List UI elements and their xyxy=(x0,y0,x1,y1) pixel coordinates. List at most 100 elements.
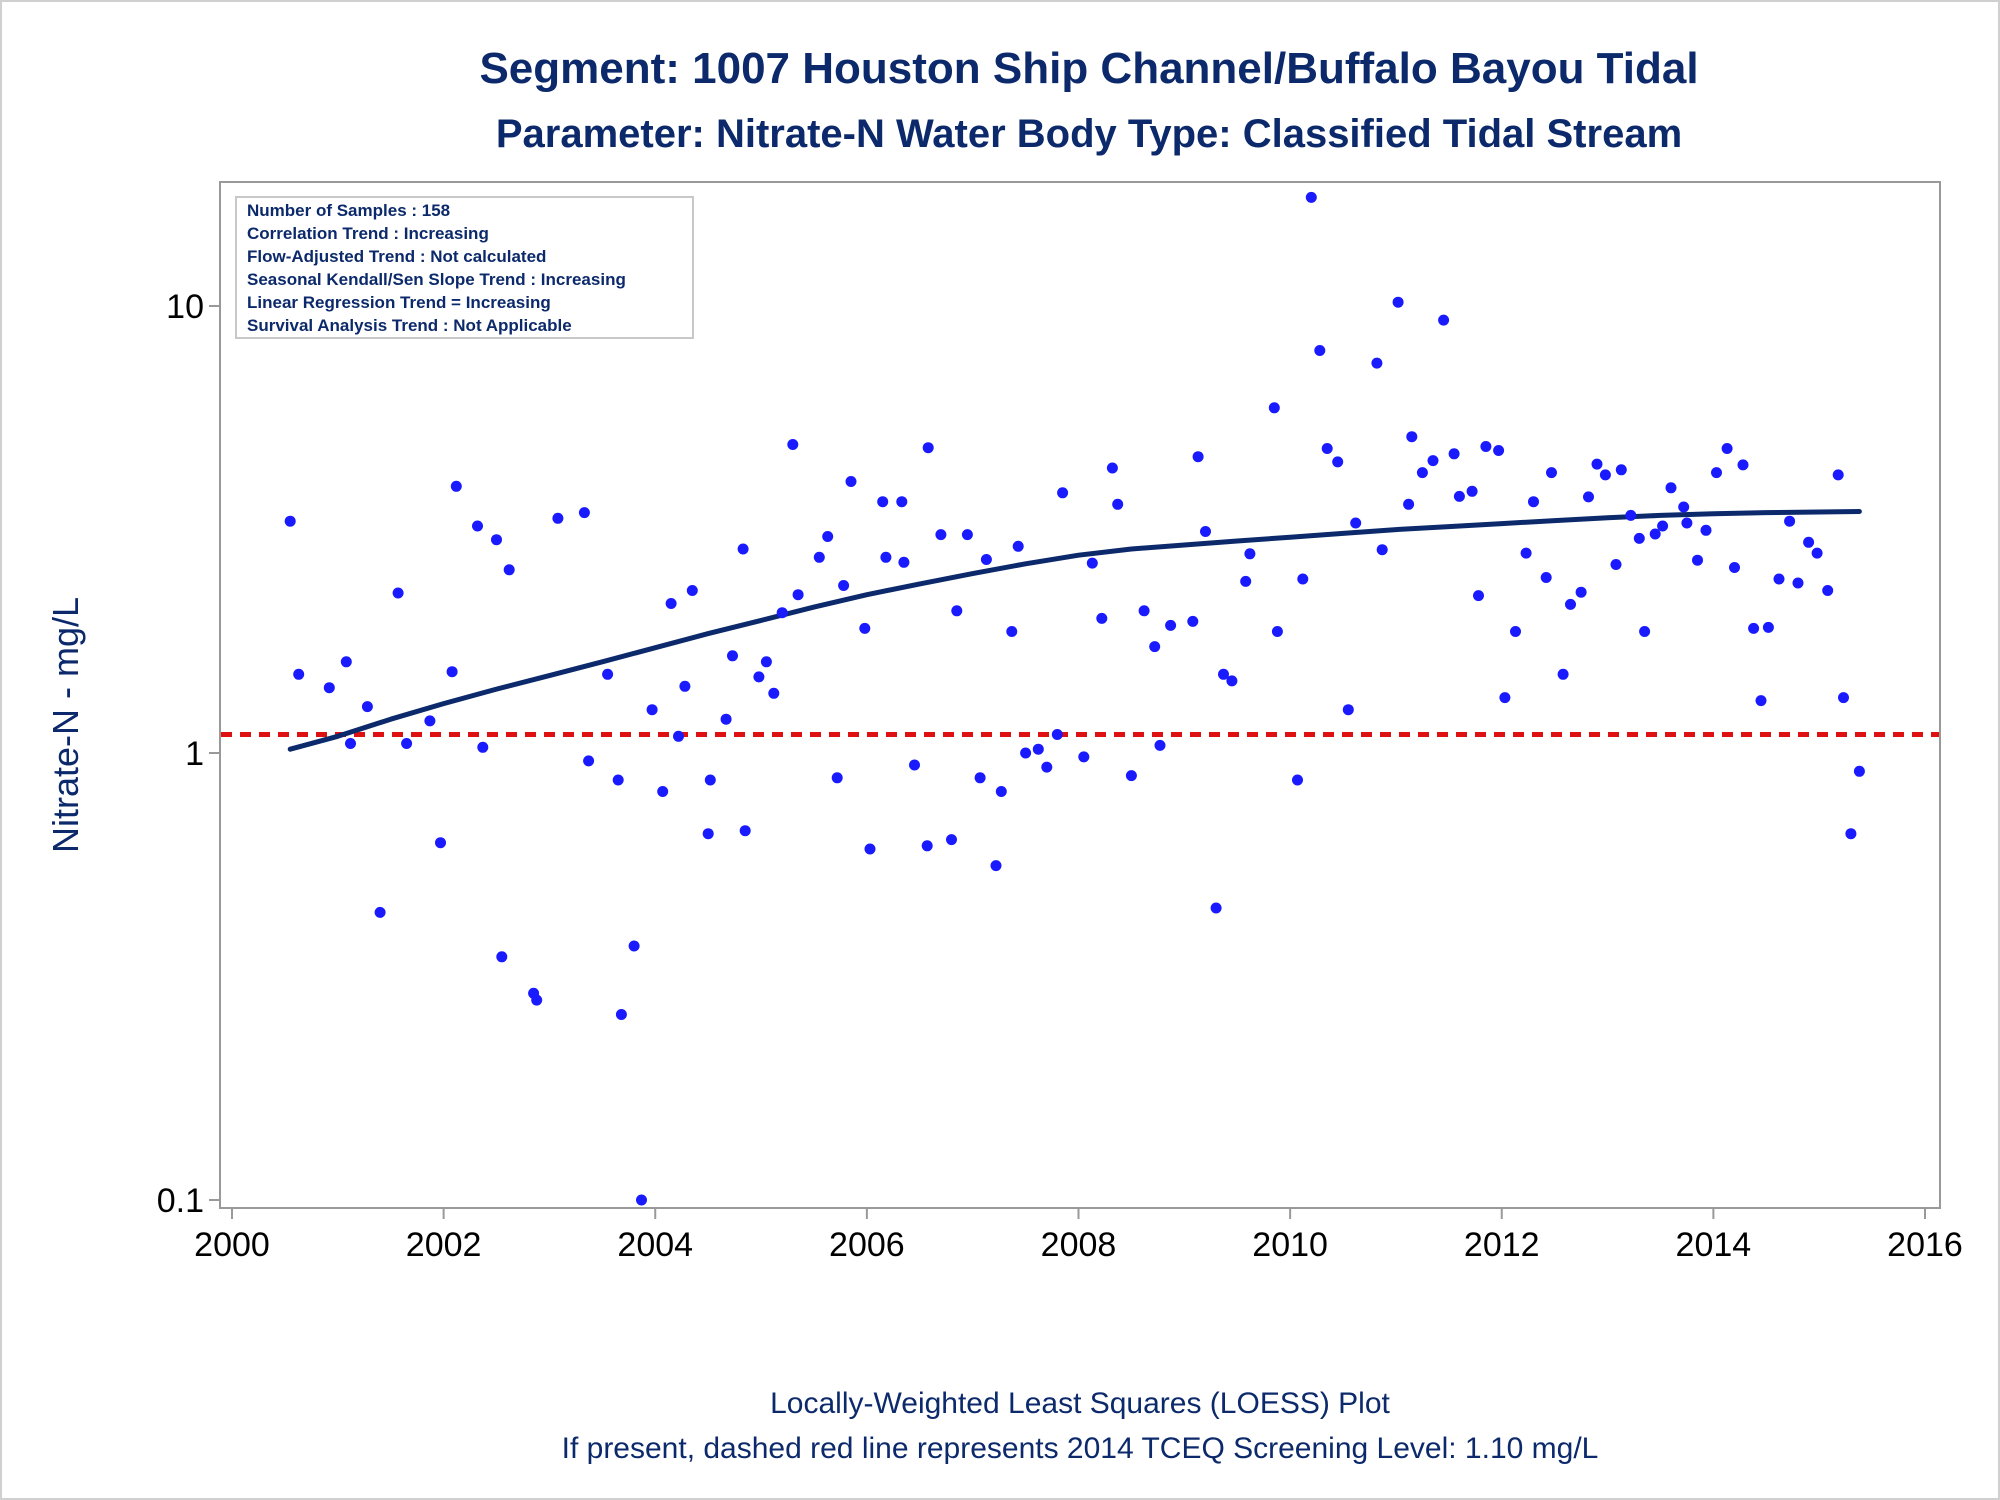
data-point xyxy=(1639,626,1651,637)
data-point xyxy=(877,496,889,508)
y-tick-label: 1 xyxy=(185,735,204,773)
data-point xyxy=(1138,605,1150,617)
data-point xyxy=(636,1194,647,1206)
data-points xyxy=(284,191,1865,1206)
data-point xyxy=(792,589,804,601)
data-point xyxy=(477,741,489,753)
data-point xyxy=(995,786,1007,797)
data-point xyxy=(323,682,335,694)
data-point xyxy=(1149,641,1161,653)
data-point xyxy=(720,713,732,725)
data-point xyxy=(1678,501,1690,513)
data-point xyxy=(552,512,564,524)
x-tick-label: 2010 xyxy=(1252,1226,1328,1264)
data-point xyxy=(838,580,850,591)
data-point xyxy=(1480,441,1492,452)
data-point xyxy=(1755,695,1767,707)
data-point xyxy=(686,585,698,596)
data-point xyxy=(1057,487,1069,499)
y-axis-title: Nitrate-N - mg/L xyxy=(45,597,86,853)
y-tick-label: 0.1 xyxy=(157,1182,204,1220)
data-point xyxy=(1453,490,1465,502)
data-point xyxy=(583,755,595,767)
data-point xyxy=(1376,544,1388,556)
stats-line: Linear Regression Trend = Increasing xyxy=(247,293,551,312)
data-point xyxy=(503,564,515,576)
data-point xyxy=(1332,456,1344,468)
data-point xyxy=(531,994,543,1006)
data-point xyxy=(896,496,908,508)
data-point xyxy=(1403,498,1415,510)
data-point xyxy=(1803,536,1815,548)
data-point xyxy=(727,650,738,662)
data-point xyxy=(1416,467,1428,479)
data-point xyxy=(1510,626,1521,637)
data-point xyxy=(1427,455,1439,467)
data-point xyxy=(602,668,614,680)
data-point xyxy=(946,834,957,846)
y-axis: 0.1 1 10 xyxy=(157,288,220,1220)
data-point xyxy=(1096,612,1108,624)
data-point xyxy=(1473,590,1484,602)
data-point xyxy=(612,774,624,786)
data-point xyxy=(1406,431,1418,443)
data-point xyxy=(496,951,508,963)
data-point xyxy=(345,738,356,749)
data-point xyxy=(787,439,799,450)
data-point xyxy=(1350,517,1362,529)
stats-box-border xyxy=(235,196,694,339)
stats-line: Survival Analysis Trend : Not Applicable xyxy=(247,316,572,335)
data-point xyxy=(1649,528,1661,540)
data-point xyxy=(1657,520,1669,532)
data-point xyxy=(1165,619,1177,631)
footnote-loess: Locally-Weighted Least Squares (LOESS) P… xyxy=(770,1387,1390,1420)
data-point xyxy=(472,520,483,532)
data-point xyxy=(673,730,684,742)
data-point xyxy=(951,605,963,617)
data-point xyxy=(1853,765,1865,777)
data-point xyxy=(1822,585,1834,596)
data-point xyxy=(1200,526,1211,537)
data-point xyxy=(990,860,1002,872)
data-point xyxy=(679,680,691,692)
chart-title: Segment: 1007 Houston Ship Channel/Buffa… xyxy=(479,44,1698,93)
data-point xyxy=(1154,739,1166,751)
data-point xyxy=(446,666,458,678)
data-point xyxy=(1540,572,1552,583)
data-point xyxy=(1700,524,1712,536)
data-point xyxy=(768,687,780,699)
data-point xyxy=(1271,626,1283,637)
data-point xyxy=(1187,615,1199,627)
data-point xyxy=(361,701,373,713)
data-point xyxy=(1321,443,1333,454)
data-point xyxy=(831,772,843,784)
data-point xyxy=(1493,445,1505,456)
data-point xyxy=(1226,675,1238,687)
data-point xyxy=(435,837,446,849)
loess-curve xyxy=(287,509,1862,752)
data-point xyxy=(1020,747,1032,759)
data-point xyxy=(1314,345,1326,356)
data-point xyxy=(921,840,933,852)
data-point xyxy=(760,656,772,668)
data-point xyxy=(615,1009,627,1020)
x-tick-label: 2012 xyxy=(1464,1226,1540,1264)
data-point xyxy=(898,556,910,568)
data-point xyxy=(1737,459,1749,471)
data-point xyxy=(776,607,788,619)
data-point xyxy=(1371,357,1383,369)
stats-box: Number of Samples : 158 Correlation Tren… xyxy=(235,196,694,339)
data-point xyxy=(1610,559,1622,570)
data-point xyxy=(1240,575,1252,587)
data-point xyxy=(1811,547,1823,559)
data-point xyxy=(1773,573,1785,585)
data-point xyxy=(739,825,751,837)
data-point xyxy=(665,598,677,609)
data-point xyxy=(702,828,714,840)
data-point xyxy=(1575,586,1587,598)
data-point xyxy=(1591,458,1603,470)
data-point xyxy=(909,759,920,771)
data-point xyxy=(1041,761,1053,773)
data-point xyxy=(1711,467,1722,479)
